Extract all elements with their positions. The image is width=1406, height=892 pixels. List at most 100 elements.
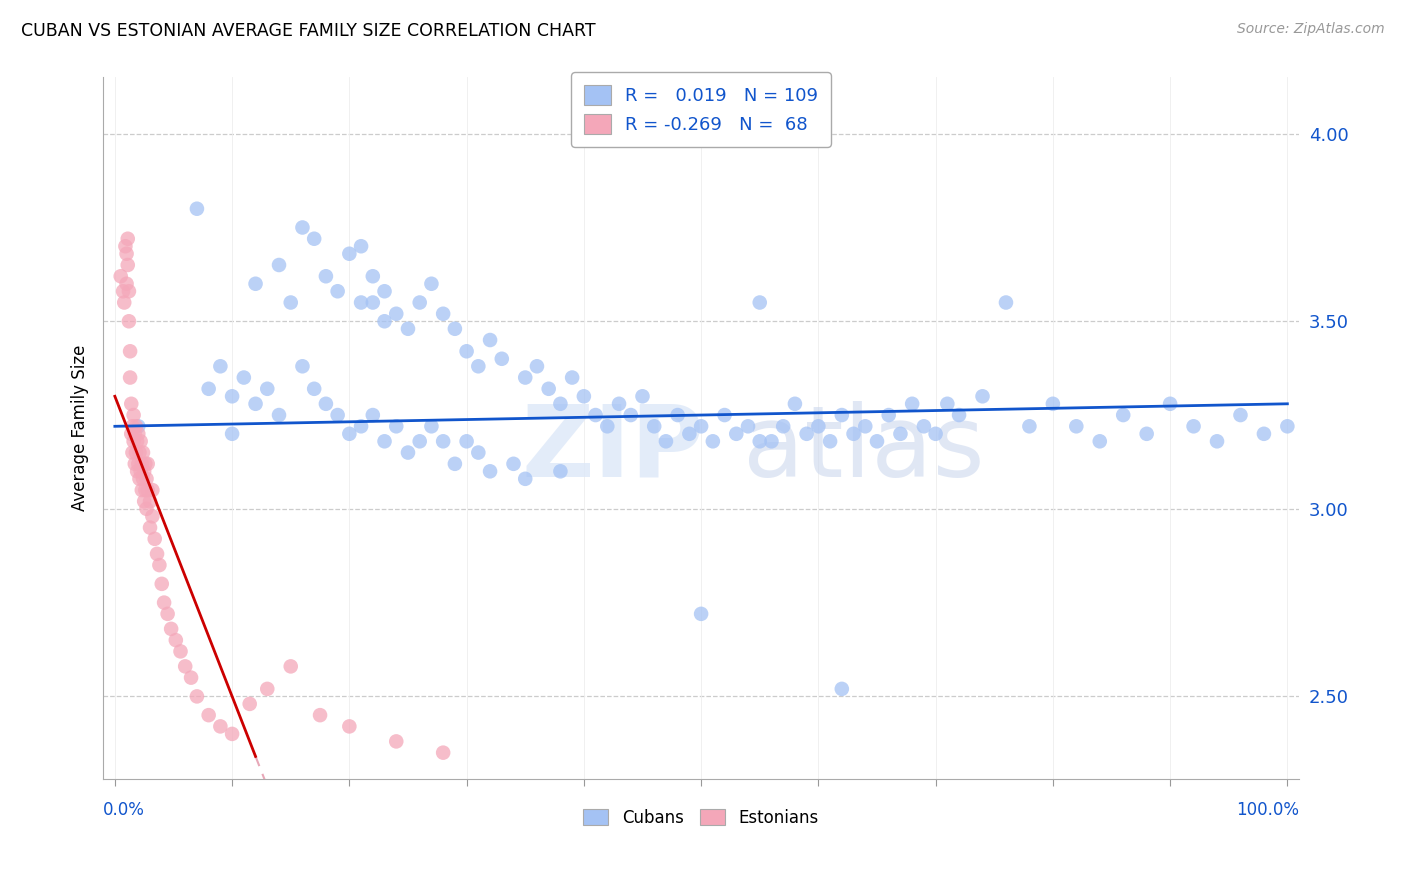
Point	[748, 295, 770, 310]
Point	[831, 408, 853, 422]
Point	[502, 457, 524, 471]
Point	[118, 285, 141, 299]
Point	[169, 644, 191, 658]
Point	[112, 285, 135, 299]
Point	[127, 419, 149, 434]
Point	[134, 457, 156, 471]
Point	[385, 307, 408, 321]
Point	[135, 472, 157, 486]
Point	[135, 501, 157, 516]
Point	[866, 434, 889, 449]
Point	[350, 239, 373, 253]
Point	[136, 483, 159, 497]
Point	[131, 483, 153, 497]
Point	[129, 464, 152, 478]
Point	[655, 434, 678, 449]
Point	[678, 426, 700, 441]
Point	[772, 419, 794, 434]
Point	[620, 408, 643, 422]
Point	[737, 419, 759, 434]
Point	[361, 408, 384, 422]
Point	[972, 389, 994, 403]
Point	[889, 426, 911, 441]
Point	[326, 408, 349, 422]
Point	[128, 445, 150, 459]
Point	[432, 307, 454, 321]
Point	[315, 269, 337, 284]
Point	[409, 434, 432, 449]
Point	[373, 314, 395, 328]
Point	[118, 314, 141, 328]
Point	[467, 445, 489, 459]
Point	[491, 351, 513, 366]
Point	[748, 434, 770, 449]
Text: 100.0%: 100.0%	[1236, 801, 1299, 820]
Point	[432, 434, 454, 449]
Point	[280, 659, 302, 673]
Point	[221, 389, 243, 403]
Point	[350, 295, 373, 310]
Point	[245, 397, 267, 411]
Point	[125, 445, 148, 459]
Point	[831, 681, 853, 696]
Point	[197, 708, 219, 723]
Point	[385, 419, 408, 434]
Point	[994, 295, 1017, 310]
Point	[643, 419, 665, 434]
Point	[134, 483, 156, 497]
Point	[146, 547, 169, 561]
Point	[120, 344, 142, 359]
Point	[713, 408, 735, 422]
Text: atlas: atlas	[742, 401, 984, 498]
Point	[550, 464, 572, 478]
Point	[122, 434, 145, 449]
Point	[120, 370, 142, 384]
Point	[467, 359, 489, 374]
Point	[139, 520, 162, 534]
Point	[361, 269, 384, 284]
Point	[121, 419, 143, 434]
Point	[197, 382, 219, 396]
Text: ZIP: ZIP	[522, 401, 704, 498]
Point	[232, 370, 254, 384]
Point	[690, 607, 713, 621]
Point	[901, 397, 924, 411]
Point	[666, 408, 689, 422]
Point	[456, 434, 478, 449]
Point	[444, 322, 467, 336]
Point	[302, 232, 325, 246]
Point	[120, 397, 142, 411]
Point	[396, 445, 419, 459]
Point	[796, 426, 818, 441]
Point	[165, 633, 187, 648]
Point	[337, 426, 360, 441]
Point	[267, 408, 290, 422]
Point	[607, 397, 630, 411]
Point	[110, 269, 132, 284]
Point	[124, 426, 146, 441]
Point	[420, 277, 443, 291]
Point	[115, 277, 138, 291]
Point	[127, 434, 149, 449]
Point	[143, 532, 166, 546]
Point	[1066, 419, 1088, 434]
Point	[245, 277, 267, 291]
Point	[221, 727, 243, 741]
Point	[572, 389, 595, 403]
Point	[936, 397, 959, 411]
Point	[1112, 408, 1135, 422]
Point	[127, 464, 149, 478]
Text: Source: ZipAtlas.com: Source: ZipAtlas.com	[1237, 22, 1385, 37]
Point	[1088, 434, 1111, 449]
Point	[148, 558, 170, 573]
Point	[1229, 408, 1251, 422]
Point	[1182, 419, 1205, 434]
Point	[373, 434, 395, 449]
Point	[156, 607, 179, 621]
Legend: Cubans, Estonians: Cubans, Estonians	[576, 803, 825, 834]
Point	[174, 659, 197, 673]
Point	[186, 202, 208, 216]
Point	[818, 434, 841, 449]
Point	[136, 457, 159, 471]
Point	[420, 419, 443, 434]
